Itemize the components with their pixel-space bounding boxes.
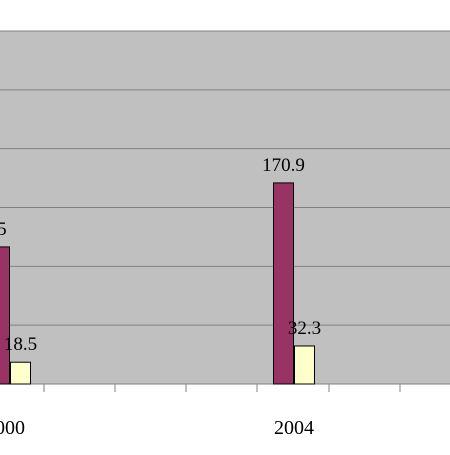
category-labels: 000 2004 xyxy=(0,417,314,439)
bar-2004-series2 xyxy=(294,345,315,385)
data-label: .5 xyxy=(0,219,7,240)
category-label: 2004 xyxy=(274,417,314,439)
data-label: 18.5 xyxy=(4,334,37,355)
data-label: 32.3 xyxy=(288,318,321,339)
gridlines xyxy=(0,30,450,326)
bar-2000-series1 xyxy=(0,246,10,385)
bar-2000-series2 xyxy=(10,361,31,385)
bars xyxy=(0,182,315,385)
category-label: 000 xyxy=(0,417,25,439)
data-labels: .5 18.5 170.9 32.3 xyxy=(0,155,321,355)
data-label: 170.9 xyxy=(262,155,305,176)
x-axis-ticks xyxy=(43,384,401,392)
bar-2004-series1 xyxy=(273,182,294,385)
